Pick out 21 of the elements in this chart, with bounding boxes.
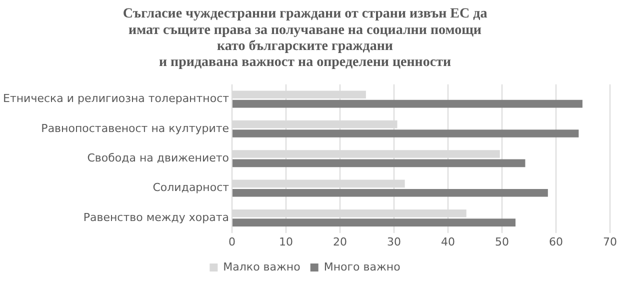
x-tick-label: 20 <box>333 235 348 248</box>
x-tick-label: 30 <box>387 235 402 248</box>
x-tick-label: 10 <box>279 235 294 248</box>
y-tick-label: Солидарност <box>152 181 230 194</box>
legend-label: Малко важно <box>223 260 301 274</box>
y-tick-label: Равенство между хората <box>83 210 230 224</box>
x-tick-label: 60 <box>549 235 564 248</box>
bar <box>232 159 526 168</box>
legend-label: Много важно <box>324 260 401 274</box>
bar <box>232 100 582 108</box>
y-tick-label: Равнопоставеност на културите <box>41 122 230 135</box>
y-tick-label: Етническа и религиозна толерантност <box>2 92 230 106</box>
bar <box>232 218 516 226</box>
x-tick-label: 40 <box>441 235 456 248</box>
bar <box>232 188 548 197</box>
y-tick-label: Свобода на движението <box>87 151 230 164</box>
bar <box>232 130 579 138</box>
chart-title: Съгласие чуждестранни граждани от страни извън ЕС да имат същите права за получаване на социални помощи като българските граждани и придавана важност на определени ценности <box>122 6 488 70</box>
x-tick-label: 70 <box>603 235 617 248</box>
x-tick-label: 50 <box>495 235 510 248</box>
x-tick-label: 0 <box>228 235 236 248</box>
